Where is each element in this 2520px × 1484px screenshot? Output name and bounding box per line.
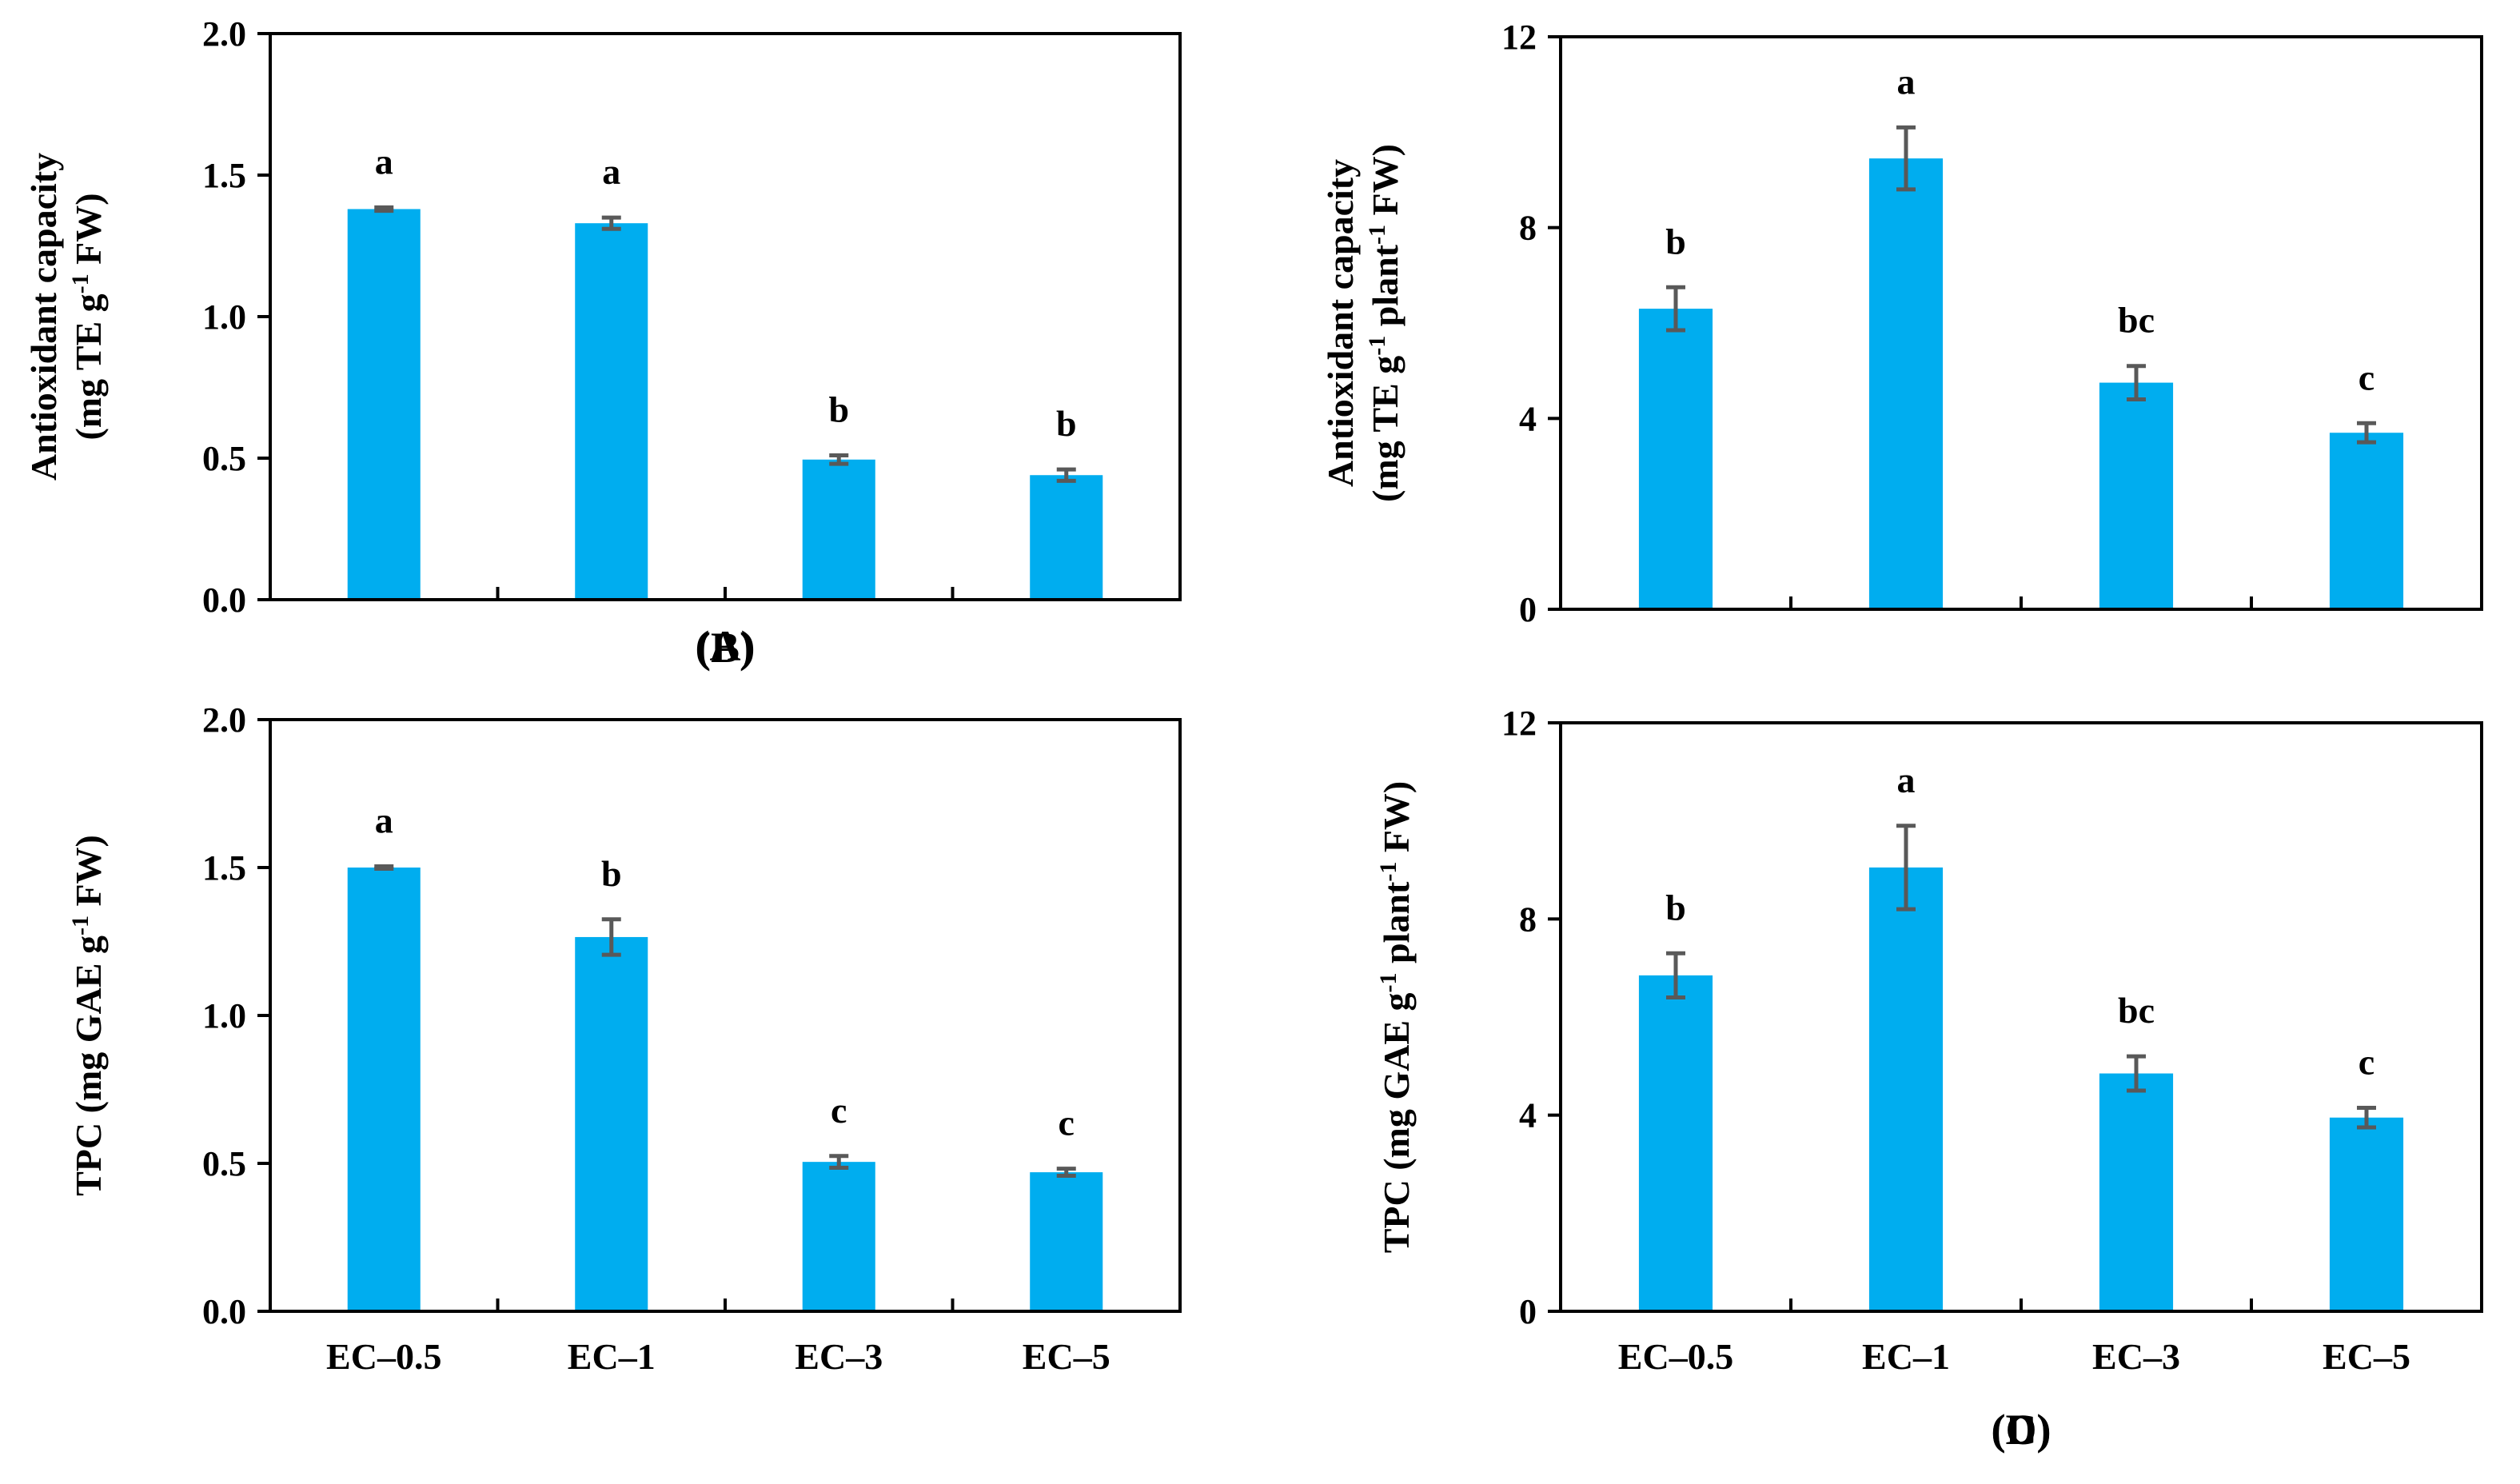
y-axis-label: (mg TE g-1 plant-1 FW)	[1364, 144, 1406, 502]
y-tick-label: 4	[1519, 1096, 1537, 1135]
bar	[1638, 309, 1713, 609]
significance-letter: a	[602, 151, 620, 192]
panel-label: (B)	[696, 624, 754, 672]
significance-letter: a	[375, 800, 393, 841]
error-bar	[2127, 1054, 2146, 1093]
significance-letter: c	[2359, 1041, 2374, 1082]
y-tick-label: 1.0	[202, 297, 246, 337]
bar	[1030, 475, 1103, 600]
y-tick-label: 4	[1519, 399, 1537, 438]
significance-letter: c	[831, 1090, 847, 1131]
y-tick-label: 12	[1501, 704, 1537, 743]
category-label: EC–5	[1023, 1336, 1110, 1377]
significance-letter: b	[828, 389, 849, 429]
bar	[1638, 975, 1713, 1311]
category-label: EC–3	[2092, 1336, 2180, 1377]
y-tick-label: 2.0	[202, 14, 246, 54]
category-label: EC–5	[2323, 1336, 2410, 1377]
bar	[347, 868, 421, 1311]
category-label: EC–3	[795, 1336, 883, 1377]
chart-panel-3: b EC–0.5 a EC–1 bc EC–3 c EC–5 0 4 8 12 TPC (mg GAE …	[1375, 704, 2483, 1454]
panel-label: (A)	[696, 622, 756, 670]
y-tick-label: 1.5	[202, 156, 246, 195]
bar	[802, 1162, 875, 1311]
bar	[2099, 382, 2174, 609]
significance-letter: c	[2359, 357, 2374, 397]
significance-letter: bc	[2118, 990, 2155, 1031]
significance-letter: a	[1897, 760, 1916, 800]
y-tick-label: 0.0	[202, 580, 246, 620]
error-bar	[1896, 824, 1916, 912]
error-bar	[829, 1154, 849, 1171]
significance-letter: b	[1665, 221, 1686, 261]
bar	[802, 459, 875, 600]
y-tick-label: 0	[1519, 1292, 1537, 1331]
error-bar	[601, 215, 621, 231]
y-axis-label: TPC (mg GAE g-1 plant-1 FW)	[1375, 781, 1418, 1254]
bar	[575, 936, 648, 1311]
error-bar	[1666, 285, 1685, 333]
category-label: EC–1	[568, 1336, 656, 1377]
y-tick-label: 8	[1519, 900, 1537, 939]
bar	[2329, 433, 2404, 609]
y-axis-label: Antioxidant capacity	[23, 153, 64, 481]
y-tick-label: 0	[1519, 590, 1537, 629]
bar	[1868, 867, 1944, 1311]
category-label: EC–0.5	[326, 1336, 441, 1377]
significance-letter: bc	[2118, 300, 2155, 341]
error-bar	[829, 453, 849, 466]
error-bar	[2357, 1105, 2376, 1130]
y-axis-label: (mg TE g-1 FW)	[67, 193, 110, 440]
significance-letter: b	[601, 853, 622, 894]
y-tick-label: 12	[1501, 18, 1537, 57]
bar	[347, 209, 421, 600]
error-bar	[374, 864, 394, 871]
error-bar	[2357, 421, 2376, 445]
bar	[1030, 1172, 1103, 1311]
y-tick-label: 0.0	[202, 1292, 246, 1331]
y-axis-label: TPC (mg GAE g-1 FW)	[67, 835, 110, 1196]
error-bar	[1666, 951, 1685, 999]
bar	[2329, 1117, 2404, 1311]
bar	[2099, 1073, 2174, 1311]
y-tick-label: 0.5	[202, 439, 246, 478]
y-tick-label: 1.0	[202, 996, 246, 1035]
error-bar	[1056, 467, 1076, 483]
y-tick-label: 8	[1519, 209, 1537, 248]
significance-letter: a	[375, 141, 393, 182]
significance-letter: b	[1665, 887, 1686, 927]
error-bar	[374, 205, 394, 213]
category-label: EC–0.5	[1618, 1336, 1733, 1377]
panel-label: (D)	[1992, 1406, 2051, 1454]
bar	[575, 223, 648, 600]
y-tick-label: 2.0	[202, 700, 246, 740]
category-label: EC–1	[1862, 1336, 1950, 1377]
error-bar	[2127, 364, 2146, 401]
significance-letter: c	[1059, 1103, 1075, 1143]
y-tick-label: 0.5	[202, 1144, 246, 1183]
panel-label: (C)	[1992, 1406, 2051, 1454]
y-tick-label: 1.5	[202, 848, 246, 888]
error-bar	[1896, 125, 1916, 192]
error-bar	[601, 917, 621, 957]
bar	[1868, 158, 1944, 609]
y-axis-label: Antioxidant capacity	[1320, 159, 1361, 487]
chart-panel-1: a EC–0.5 b EC–1 c EC–3 c EC–5 0.0 0.5 1.0 1.5 2.0 TPC…	[67, 624, 1182, 1377]
significance-letter: b	[1056, 403, 1077, 444]
error-bar	[1056, 1167, 1076, 1179]
significance-letter: a	[1897, 61, 1916, 102]
